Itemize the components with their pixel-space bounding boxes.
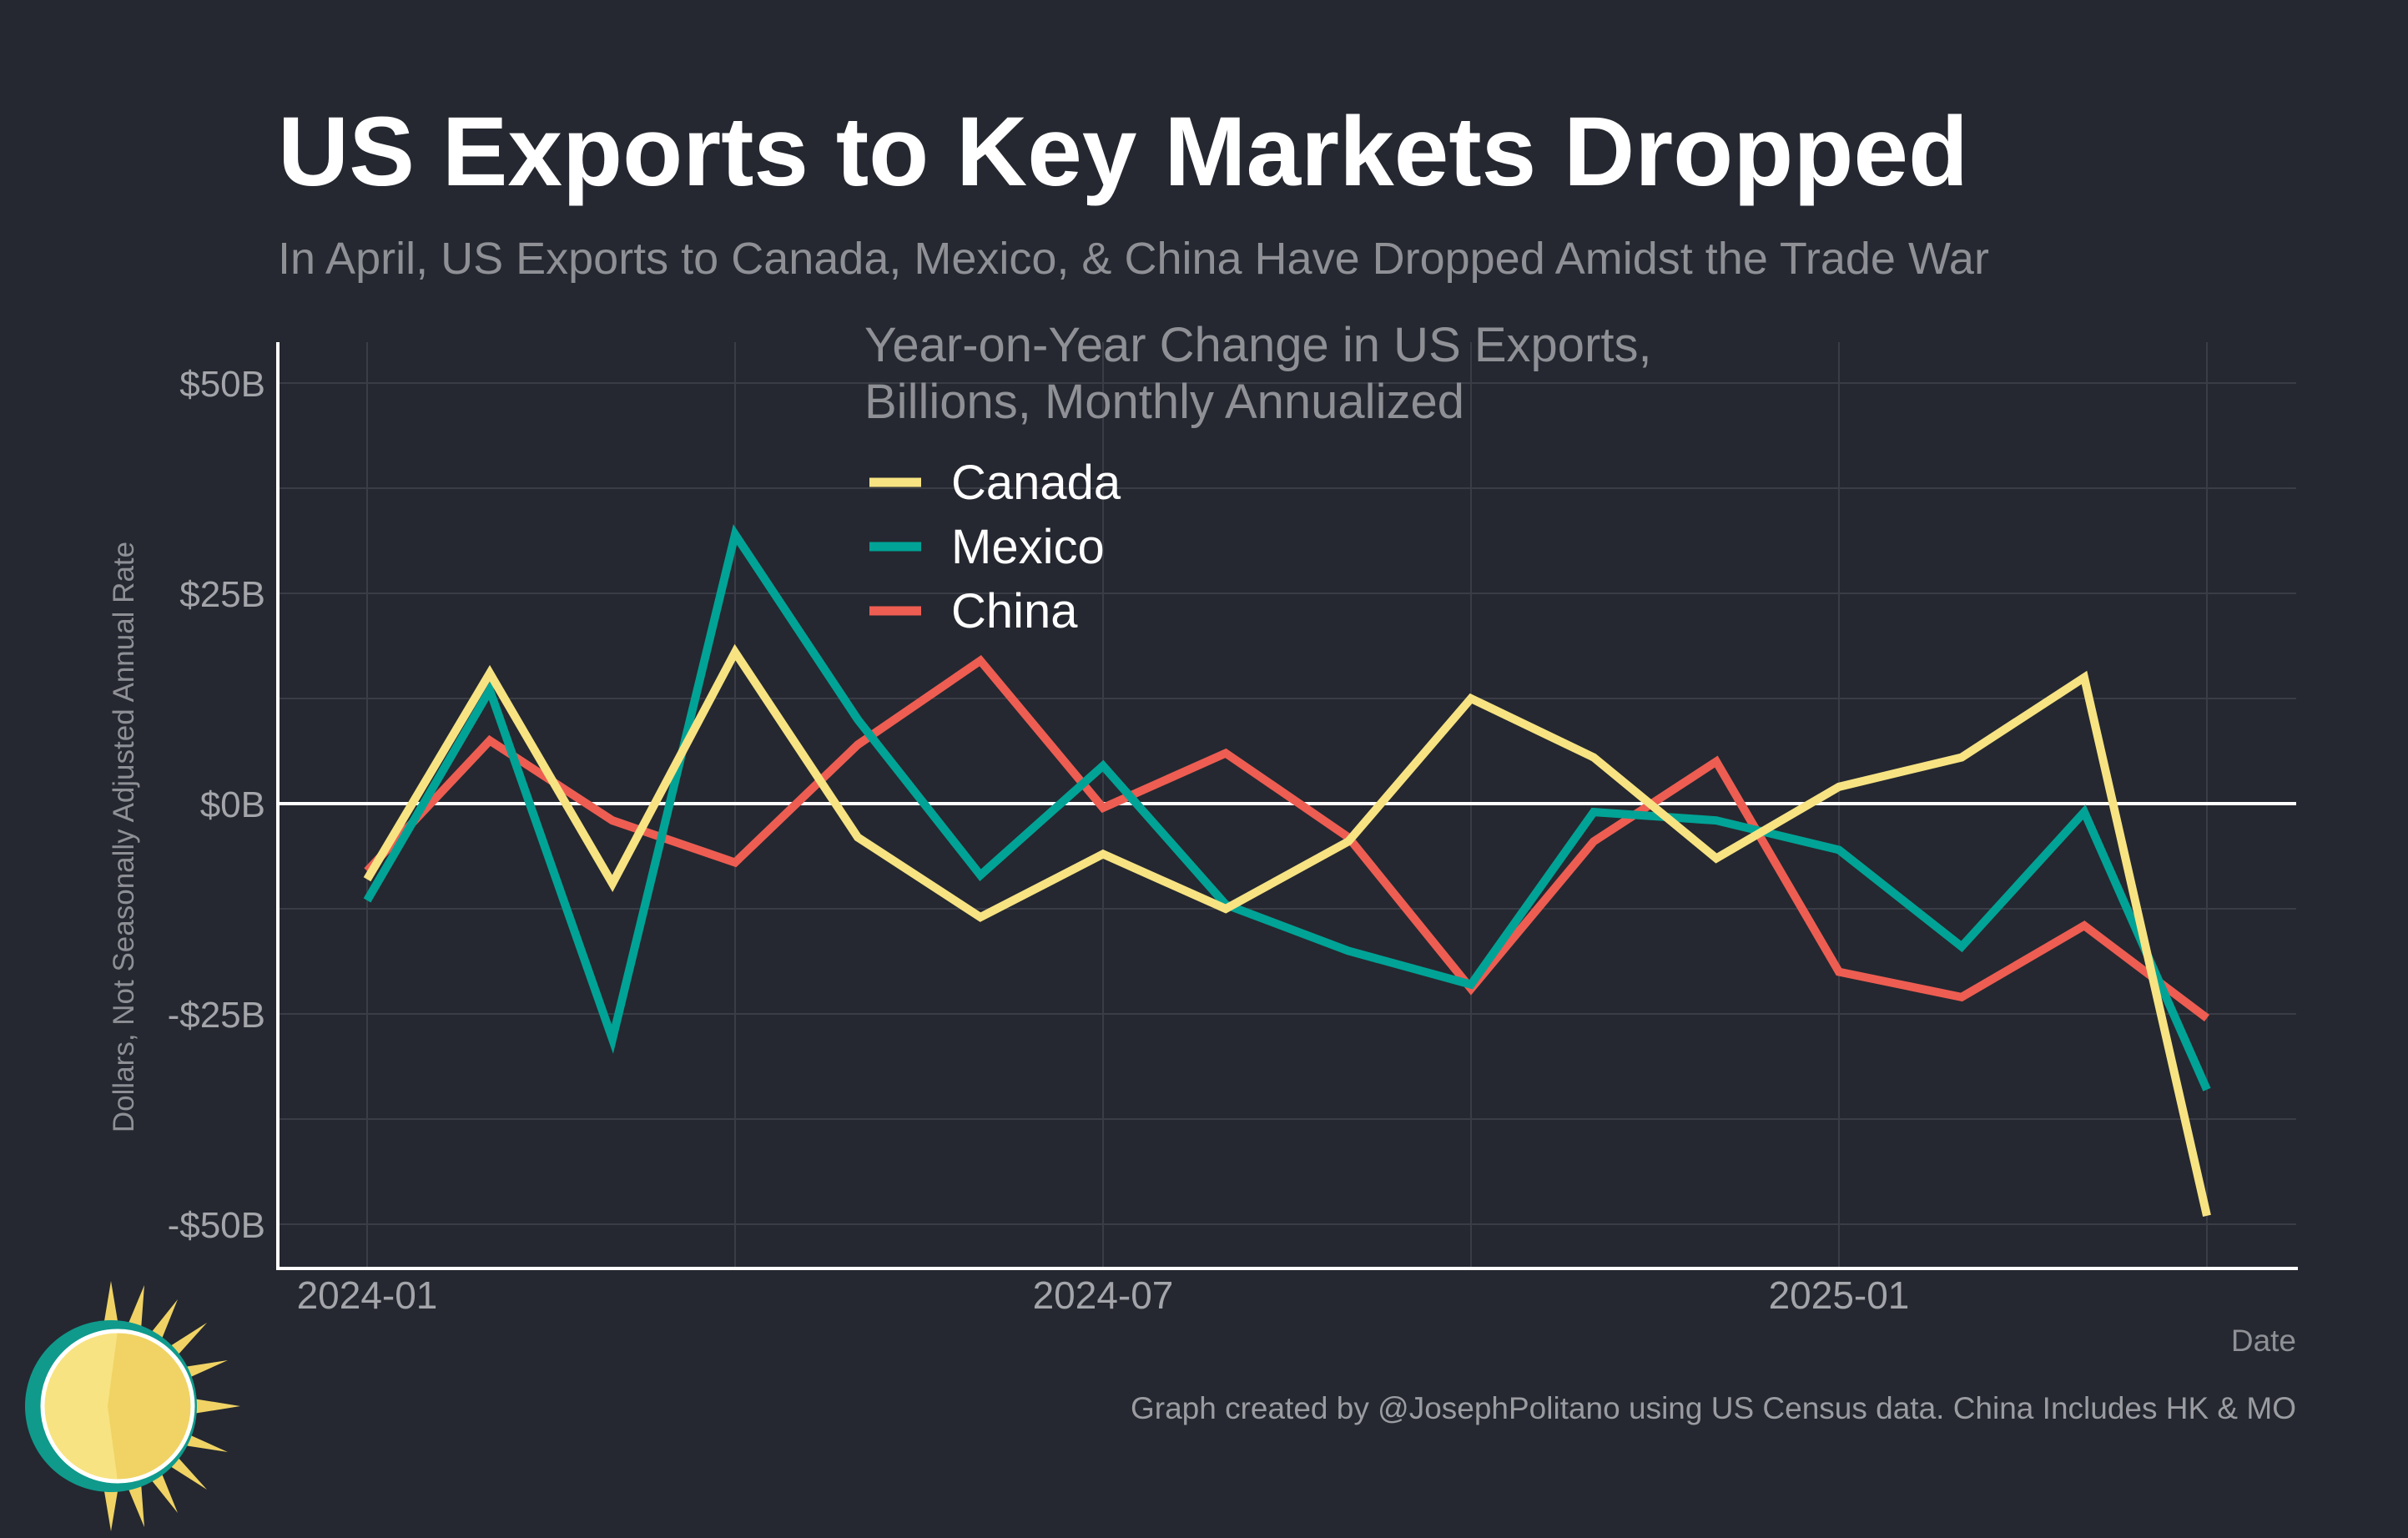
y-axis-ticks: $50B $25B $0B -$25B -$50B xyxy=(168,364,265,1246)
chart-subtitle: In April, US Exports to Canada, Mexico, … xyxy=(278,234,1989,284)
x-axis-label: Date xyxy=(2231,1324,2296,1358)
y-axis-label: Dollars, Not Seasonally Adjusted Annual … xyxy=(108,542,140,1132)
y-tick-label: $25B xyxy=(179,574,265,615)
series-lines xyxy=(363,524,2211,1218)
y-tick-label: $0B xyxy=(200,784,265,825)
legend-title-line1: Year-on-Year Change in US Exports, xyxy=(864,318,1652,372)
legend-label-china: China xyxy=(951,584,1078,638)
chart-title: US Exports to Key Markets Dropped xyxy=(278,97,1968,207)
series-line-china xyxy=(364,654,2210,1022)
y-tick-label: -$25B xyxy=(168,995,265,1036)
x-tick-label: 2025-01 xyxy=(1769,1273,1910,1317)
legend: Year-on-Year Change in US Exports, Billi… xyxy=(864,318,1652,638)
legend-items: Canada Mexico China xyxy=(869,456,1121,638)
source-caption: Graph created by @JosephPolitano using U… xyxy=(1131,1391,2296,1425)
legend-title-line2: Billions, Monthly Annualized xyxy=(864,375,1464,429)
series-line-mexico xyxy=(363,524,2211,1092)
legend-label-mexico: Mexico xyxy=(951,520,1105,574)
sun-logo-icon xyxy=(25,1281,240,1531)
x-tick-label: 2024-07 xyxy=(1033,1273,1174,1317)
x-tick-label: 2024-01 xyxy=(297,1273,438,1317)
series-line-canada xyxy=(363,643,2211,1218)
x-axis-ticks: 2024-01 2024-07 2025-01 xyxy=(297,1273,1910,1317)
y-tick-label: -$50B xyxy=(168,1205,265,1246)
y-tick-label: $50B xyxy=(179,364,265,405)
legend-label-canada: Canada xyxy=(951,456,1121,510)
